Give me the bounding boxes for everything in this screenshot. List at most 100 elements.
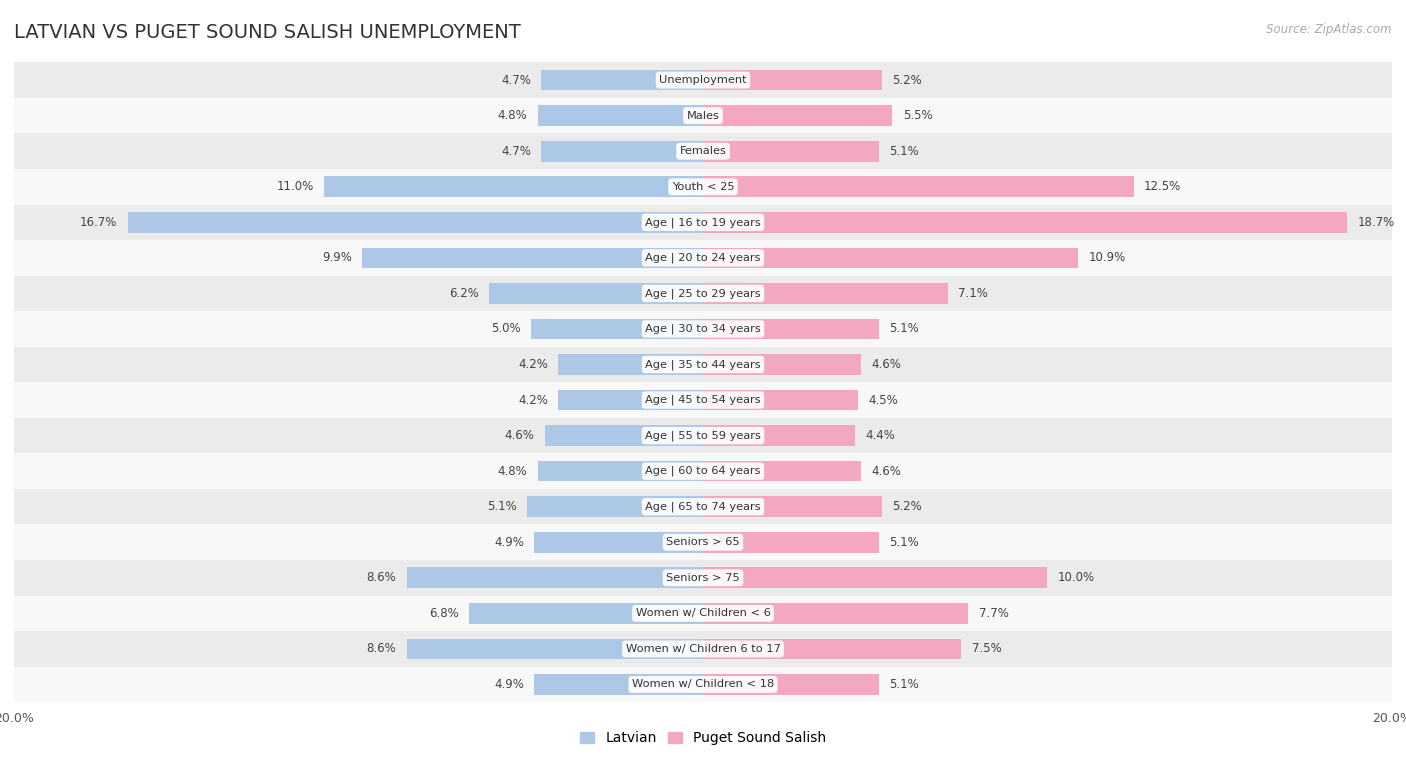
Text: 5.1%: 5.1% xyxy=(889,536,918,549)
Text: 5.1%: 5.1% xyxy=(889,322,918,335)
Bar xyxy=(14,62,1392,98)
Text: Males: Males xyxy=(686,111,720,120)
Bar xyxy=(534,532,703,553)
Text: Age | 35 to 44 years: Age | 35 to 44 years xyxy=(645,360,761,369)
Text: 12.5%: 12.5% xyxy=(1144,180,1181,193)
Bar xyxy=(361,248,703,268)
Bar xyxy=(14,133,1392,169)
Text: Age | 60 to 64 years: Age | 60 to 64 years xyxy=(645,466,761,476)
Text: 7.5%: 7.5% xyxy=(972,643,1001,656)
Text: Age | 25 to 29 years: Age | 25 to 29 years xyxy=(645,288,761,299)
Text: 4.9%: 4.9% xyxy=(494,678,524,691)
Bar xyxy=(14,560,1392,596)
Text: 4.6%: 4.6% xyxy=(505,429,534,442)
Text: 11.0%: 11.0% xyxy=(277,180,314,193)
Text: 5.1%: 5.1% xyxy=(488,500,517,513)
Bar xyxy=(14,453,1392,489)
Text: Unemployment: Unemployment xyxy=(659,75,747,85)
Bar xyxy=(558,390,703,410)
Text: 5.5%: 5.5% xyxy=(903,109,932,122)
Bar xyxy=(14,418,1392,453)
Bar xyxy=(531,319,703,339)
Bar xyxy=(14,347,1392,382)
Bar xyxy=(703,461,862,481)
Bar xyxy=(703,176,1133,197)
Bar xyxy=(14,525,1392,560)
Text: 4.9%: 4.9% xyxy=(494,536,524,549)
Text: 4.4%: 4.4% xyxy=(865,429,894,442)
Bar xyxy=(14,98,1392,133)
Bar xyxy=(534,674,703,695)
Text: Women w/ Children 6 to 17: Women w/ Children 6 to 17 xyxy=(626,644,780,654)
Bar xyxy=(14,631,1392,667)
Bar xyxy=(703,105,893,126)
Bar xyxy=(537,461,703,481)
Bar xyxy=(14,596,1392,631)
Bar xyxy=(14,240,1392,276)
Text: Age | 30 to 34 years: Age | 30 to 34 years xyxy=(645,324,761,334)
Text: 9.9%: 9.9% xyxy=(322,251,352,264)
Text: 4.8%: 4.8% xyxy=(498,465,527,478)
Bar xyxy=(703,390,858,410)
Bar xyxy=(128,212,703,232)
Text: 5.0%: 5.0% xyxy=(491,322,520,335)
Text: LATVIAN VS PUGET SOUND SALISH UNEMPLOYMENT: LATVIAN VS PUGET SOUND SALISH UNEMPLOYME… xyxy=(14,23,520,42)
Bar xyxy=(703,248,1078,268)
Text: Seniors > 75: Seniors > 75 xyxy=(666,573,740,583)
Text: 4.6%: 4.6% xyxy=(872,465,901,478)
Text: 5.2%: 5.2% xyxy=(893,500,922,513)
Bar xyxy=(703,212,1347,232)
Text: 7.1%: 7.1% xyxy=(957,287,988,300)
Text: 4.6%: 4.6% xyxy=(872,358,901,371)
Bar xyxy=(406,568,703,588)
Text: Age | 65 to 74 years: Age | 65 to 74 years xyxy=(645,501,761,512)
Text: 4.7%: 4.7% xyxy=(501,145,531,157)
Text: Age | 45 to 54 years: Age | 45 to 54 years xyxy=(645,395,761,405)
Bar xyxy=(14,204,1392,240)
Text: 10.9%: 10.9% xyxy=(1088,251,1126,264)
Text: 10.0%: 10.0% xyxy=(1057,572,1095,584)
Bar xyxy=(703,532,879,553)
Legend: Latvian, Puget Sound Salish: Latvian, Puget Sound Salish xyxy=(581,731,825,746)
Text: Age | 16 to 19 years: Age | 16 to 19 years xyxy=(645,217,761,228)
Bar xyxy=(703,283,948,304)
Bar xyxy=(703,639,962,659)
Bar xyxy=(703,319,879,339)
Bar xyxy=(14,276,1392,311)
Bar xyxy=(468,603,703,624)
Text: 4.8%: 4.8% xyxy=(498,109,527,122)
Text: Source: ZipAtlas.com: Source: ZipAtlas.com xyxy=(1267,23,1392,36)
Bar xyxy=(703,603,969,624)
Text: Females: Females xyxy=(679,146,727,156)
Bar xyxy=(489,283,703,304)
Text: 6.8%: 6.8% xyxy=(429,607,458,620)
Bar xyxy=(703,497,882,517)
Bar xyxy=(527,497,703,517)
Text: Youth < 25: Youth < 25 xyxy=(672,182,734,192)
Bar xyxy=(323,176,703,197)
Text: Age | 55 to 59 years: Age | 55 to 59 years xyxy=(645,431,761,441)
Bar xyxy=(541,141,703,161)
Bar xyxy=(703,568,1047,588)
Bar xyxy=(14,382,1392,418)
Text: 4.2%: 4.2% xyxy=(519,358,548,371)
Bar xyxy=(14,311,1392,347)
Bar xyxy=(14,667,1392,702)
Bar xyxy=(541,70,703,90)
Bar xyxy=(703,70,882,90)
Bar xyxy=(406,639,703,659)
Text: 7.7%: 7.7% xyxy=(979,607,1008,620)
Text: 18.7%: 18.7% xyxy=(1358,216,1395,229)
Bar xyxy=(537,105,703,126)
Text: Age | 20 to 24 years: Age | 20 to 24 years xyxy=(645,253,761,263)
Bar xyxy=(558,354,703,375)
Text: Women w/ Children < 6: Women w/ Children < 6 xyxy=(636,609,770,618)
Text: 6.2%: 6.2% xyxy=(450,287,479,300)
Text: 8.6%: 8.6% xyxy=(367,572,396,584)
Bar xyxy=(703,354,862,375)
Bar xyxy=(14,169,1392,204)
Text: 4.2%: 4.2% xyxy=(519,394,548,407)
Bar xyxy=(703,141,879,161)
Text: Women w/ Children < 18: Women w/ Children < 18 xyxy=(631,680,775,690)
Bar xyxy=(703,425,855,446)
